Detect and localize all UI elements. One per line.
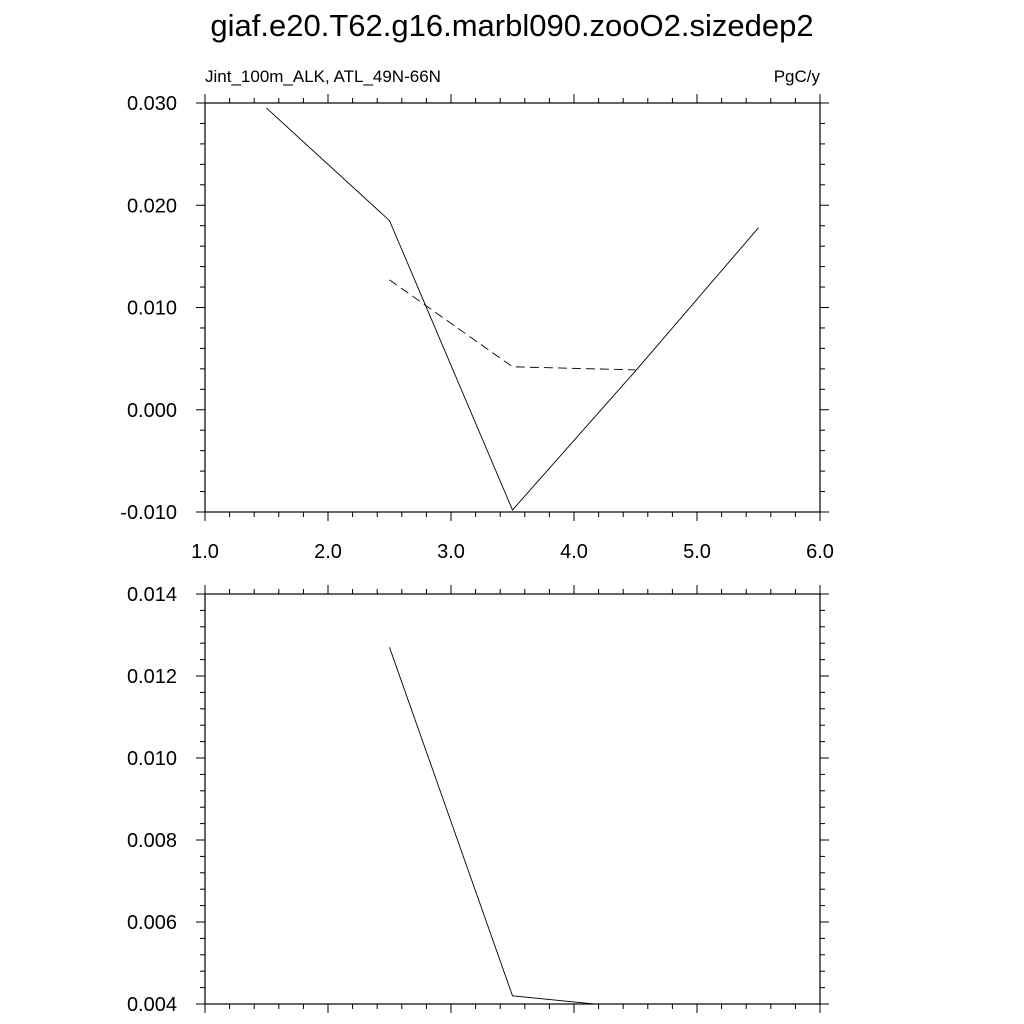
x-tick-label: 2.0	[314, 541, 342, 563]
bottom-panel: 0.004 0.006 0.008 0.010 0.012 0.014	[127, 584, 829, 1016]
y-tick-label: 0.004	[127, 994, 177, 1016]
figure-title: giaf.e20.T62.g16.marbl090.zooO2.sizedep2	[210, 8, 814, 43]
x-tick-label: 1.0	[191, 541, 219, 563]
top-panel: Jint_100m_ALK, ATL_49N-66N PgC/y 1.0 2.0 3…	[120, 67, 834, 563]
solid-series-line	[266, 107, 759, 511]
y-tick-label: -0.010	[120, 502, 177, 524]
y-tick-label: 0.014	[127, 584, 177, 606]
top-panel-subtitle: Jint_100m_ALK, ATL_49N-66N	[205, 67, 441, 86]
y-tick-label: 0.012	[127, 666, 177, 688]
solid-series-line	[389, 647, 600, 1004]
x-tick-label: 6.0	[806, 541, 834, 563]
y-tick-label: 0.030	[127, 93, 177, 115]
y-tick-label: 0.000	[127, 400, 177, 422]
plot-frame	[204, 593, 821, 1005]
x-tick-label: 4.0	[560, 541, 588, 563]
y-tick-label: 0.006	[127, 912, 177, 934]
top-panel-units: PgC/y	[774, 67, 821, 86]
dashed-series-line	[389, 279, 636, 371]
x-tick-label: 3.0	[437, 541, 465, 563]
y-tick-label: 0.008	[127, 830, 177, 852]
x-tick-label: 5.0	[683, 541, 711, 563]
y-tick-label: 0.010	[127, 748, 177, 770]
y-tick-label: 0.010	[127, 298, 177, 320]
plot-frame	[204, 102, 821, 513]
y-tick-label: 0.020	[127, 195, 177, 217]
